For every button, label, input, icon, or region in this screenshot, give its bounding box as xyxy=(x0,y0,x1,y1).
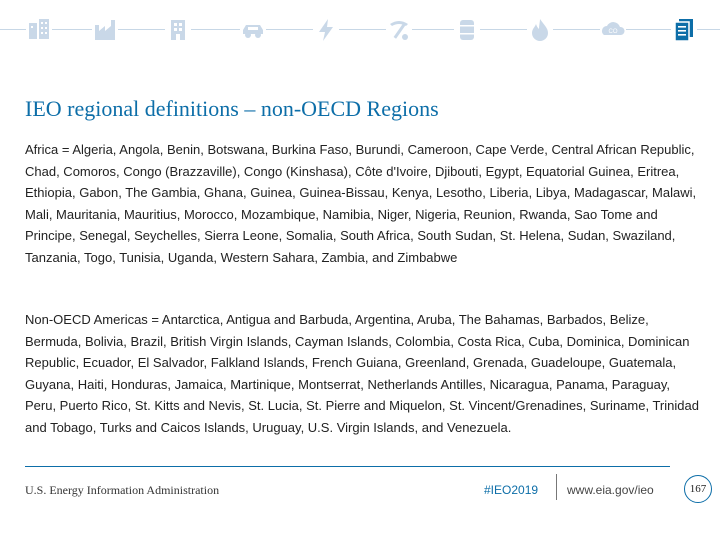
co2-emissions-icon: CO xyxy=(597,14,629,46)
footer-hashtag: #IEO2019 xyxy=(484,483,539,497)
svg-text:CO: CO xyxy=(609,29,618,35)
industry-icon xyxy=(89,14,121,46)
document-icon xyxy=(668,14,700,46)
africa-definition-paragraph: Africa = Algeria, Angola, Benin, Botswan… xyxy=(25,142,697,265)
footer-separator xyxy=(556,474,557,500)
footer-organization: U.S. Energy Information Administration xyxy=(25,483,220,497)
slide-title: IEO regional definitions – non-OECD Regi… xyxy=(25,96,439,121)
non-oecd-americas-definition-paragraph: Non-OECD Americas = Antarctica, Antigua … xyxy=(25,312,699,435)
page-number-badge: 167 xyxy=(684,475,712,503)
coal-mining-icon xyxy=(383,14,415,46)
header-divider xyxy=(0,29,720,30)
natural-gas-flame-icon xyxy=(524,14,556,46)
header-icon-bar: CO xyxy=(0,14,720,46)
car-icon xyxy=(237,14,269,46)
oil-barrel-icon xyxy=(451,14,483,46)
electricity-icon xyxy=(310,14,342,46)
residential-building-icon xyxy=(162,14,194,46)
footer-divider xyxy=(25,466,670,467)
page-number: 167 xyxy=(689,483,707,495)
footer-url[interactable]: www.eia.gov/ieo xyxy=(567,483,654,497)
buildings-icon xyxy=(23,14,55,46)
